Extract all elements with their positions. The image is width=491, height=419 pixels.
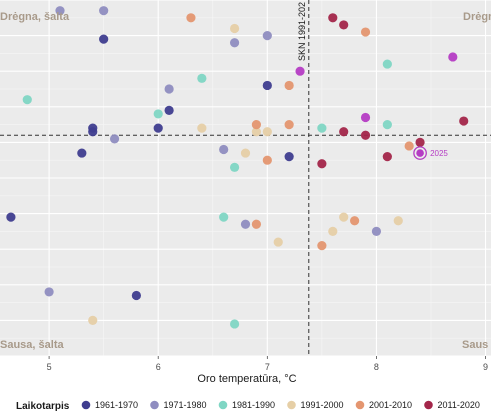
x-axis-title: Oro temperatūra, °C	[197, 373, 296, 385]
data-point	[44, 287, 54, 297]
data-point	[382, 120, 392, 130]
legend-label: 2011-2020	[438, 400, 480, 410]
legend-label: 2001-2010	[369, 400, 412, 410]
data-point	[109, 134, 120, 144]
data-point	[229, 162, 240, 172]
data-point	[284, 120, 294, 130]
legend-title: Laikotarpis	[16, 401, 70, 412]
data-point	[339, 20, 349, 30]
data-point	[131, 290, 141, 301]
data-point	[393, 216, 403, 226]
data-point	[404, 141, 414, 151]
highlight-label: 2025	[430, 149, 448, 158]
data-point	[284, 80, 294, 91]
quadrant-label-top-left: Drėgna, šalta	[0, 11, 70, 23]
data-point	[382, 152, 392, 162]
data-point	[240, 148, 251, 158]
data-point	[459, 116, 469, 126]
quadrant-label-bottom-left: Sausa, šalta	[0, 339, 64, 351]
quadrant-label-top-right: Drėgn	[463, 11, 491, 23]
data-point	[240, 219, 251, 229]
quadrant-label-bottom-right: Saus	[462, 339, 488, 351]
x-tick-label: 7	[265, 362, 270, 372]
x-tick-label: 5	[47, 362, 52, 372]
data-point	[164, 105, 174, 115]
reference-line-label: SKN 1991-202	[297, 2, 307, 61]
data-point	[317, 159, 327, 169]
legend-label: 1991-2000	[301, 400, 344, 410]
data-point	[219, 144, 229, 155]
data-point	[295, 66, 305, 76]
data-point	[153, 109, 163, 119]
data-point	[197, 123, 207, 133]
data-point	[99, 34, 109, 44]
data-point	[251, 219, 262, 229]
legend-label: 1981-1990	[232, 400, 275, 410]
data-point	[371, 226, 382, 236]
data-point	[360, 27, 371, 37]
legend-swatch	[150, 400, 159, 410]
data-point	[382, 59, 392, 69]
legend-swatch	[218, 400, 228, 410]
legend-swatch	[424, 400, 433, 410]
legend-swatch	[81, 400, 91, 410]
x-tick-label: 8	[374, 362, 379, 372]
data-point	[328, 13, 338, 23]
data-point	[360, 130, 371, 140]
data-point	[251, 127, 262, 137]
data-points: 2025	[6, 6, 469, 329]
x-tick-label: 6	[156, 362, 161, 372]
legend-swatch	[355, 400, 365, 410]
data-point	[317, 123, 327, 133]
data-point	[339, 127, 349, 137]
data-point	[251, 120, 262, 130]
data-point	[55, 6, 65, 16]
data-point	[197, 73, 207, 83]
highlight-ring	[413, 146, 427, 160]
data-point	[229, 23, 240, 34]
data-point	[339, 212, 349, 222]
data-point	[262, 30, 272, 41]
data-point	[164, 84, 174, 94]
data-point	[77, 148, 87, 158]
data-point	[448, 52, 458, 62]
data-point	[88, 315, 98, 325]
data-point	[317, 241, 327, 251]
data-point	[262, 80, 272, 91]
data-point	[99, 6, 109, 16]
data-point	[88, 127, 98, 137]
data-point	[22, 95, 32, 105]
data-point	[153, 123, 163, 133]
data-point	[360, 112, 371, 123]
data-point	[219, 212, 229, 222]
data-point	[6, 212, 16, 222]
data-point	[262, 127, 272, 137]
x-axis-ticks: 5 6 7 8 9	[47, 356, 488, 372]
data-point	[284, 152, 294, 162]
highlight-point	[416, 149, 424, 157]
data-point	[229, 38, 240, 48]
legend: 1961-1970 1971-1980 1981-1990 1991-2000 2001…	[81, 400, 480, 410]
data-point	[262, 155, 272, 165]
x-tick-label: 9	[483, 362, 488, 372]
data-point	[229, 319, 240, 329]
data-point	[328, 226, 338, 236]
legend-label: 1961-1970	[95, 400, 138, 410]
data-point	[273, 237, 283, 247]
legend-swatch	[287, 400, 296, 410]
data-point	[415, 137, 425, 147]
data-point	[186, 13, 196, 23]
data-point	[350, 216, 360, 226]
legend-label: 1971-1980	[164, 400, 207, 410]
